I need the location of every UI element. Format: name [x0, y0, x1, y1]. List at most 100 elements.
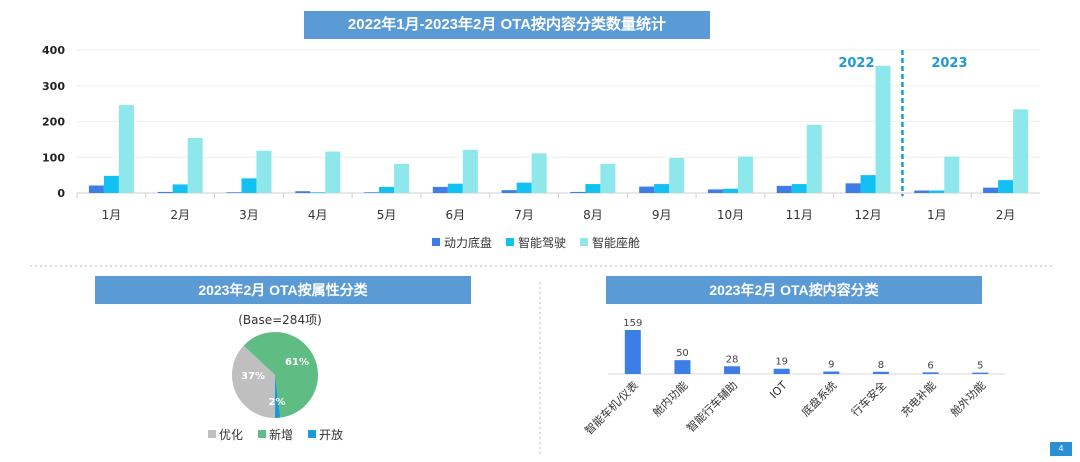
- bar-智能座舱: [394, 164, 410, 193]
- monthly-ota-chart: 0 100 200 300 400 1月 2月 3月 4月 5月 6月 7月 8月 9月 10月 11月 12月…: [42, 44, 1040, 250]
- data-label: 50: [676, 348, 689, 359]
- x-tick-label: 2月: [170, 208, 190, 222]
- bar-智能座舱: [600, 164, 616, 193]
- bar-动力底盘: [157, 191, 173, 193]
- legend-swatch: [208, 430, 216, 438]
- bar-动力底盘: [364, 192, 380, 193]
- pie-label: 61%: [285, 357, 309, 368]
- pie-chart-title: 2023年2月 OTA按属性分类: [95, 276, 471, 304]
- bar-动力底盘: [639, 186, 655, 193]
- bar-智能座舱: [256, 150, 272, 193]
- legend-swatch: [258, 430, 266, 438]
- pie-slice-优化: [232, 345, 275, 418]
- bar-智能驾驶: [585, 184, 601, 193]
- x-tick-label: 智能车机/仪表: [582, 378, 641, 437]
- bar: [724, 366, 741, 374]
- bar: [922, 372, 939, 374]
- y-tick-label: 400: [42, 44, 65, 57]
- bar-动力底盘: [914, 190, 930, 193]
- x-tick-label: 9月: [652, 208, 672, 222]
- x-tick-label: 7月: [514, 208, 534, 222]
- bar-动力底盘: [88, 185, 104, 193]
- pie-label: 37%: [241, 371, 265, 382]
- legend-label: 智能驾驶: [518, 235, 566, 250]
- bar-动力底盘: [501, 190, 517, 193]
- bar-动力底盘: [707, 189, 723, 193]
- x-tick-label: 底盘系统: [798, 378, 839, 419]
- legend-swatch: [308, 430, 316, 438]
- bar: [823, 371, 840, 374]
- attribute-pie-chart: 37% 61% 2% 优化 新增 开放: [208, 332, 343, 442]
- content-category-chart: 159 智能车机/仪表 50 舱内功能 28 智能行车辅助 19 IOT 9 底盘系统 8 行车安全 6…: [582, 318, 1005, 437]
- bar-智能座舱: [462, 149, 478, 193]
- bar-动力底盘: [295, 191, 311, 193]
- x-tick-label: 行车安全: [848, 378, 889, 419]
- bar-智能座舱: [531, 153, 547, 193]
- bar-智能驾驶: [791, 184, 807, 193]
- y-tick-label: 300: [42, 80, 65, 93]
- bar-动力底盘: [845, 183, 861, 193]
- page-number: 4: [1050, 442, 1072, 456]
- y-tick-label: 100: [42, 151, 65, 164]
- year-label-2022: 2022: [838, 56, 874, 71]
- x-tick-label: 10月: [717, 208, 744, 222]
- bar: [674, 360, 691, 374]
- x-tick-label: 1月: [927, 208, 947, 222]
- pie-subtitle: (Base=284项): [238, 313, 322, 327]
- bar-智能驾驶: [241, 178, 257, 193]
- data-label: 5: [977, 361, 983, 372]
- main-chart-title: 2022年1月-2023年2月 OTA按内容分类数量统计: [304, 11, 710, 39]
- x-tick-label: 12月: [854, 208, 881, 222]
- bar-智能驾驶: [998, 180, 1014, 193]
- bar-动力底盘: [432, 186, 448, 193]
- pie-slice-开放: [275, 375, 281, 418]
- x-tick-label: 4月: [308, 208, 328, 222]
- y-tick-label: 200: [42, 116, 65, 129]
- bar-智能驾驶: [860, 175, 876, 193]
- x-tick-label: 11月: [786, 208, 813, 222]
- legend-label: 优化: [219, 428, 243, 442]
- x-tick-label: 6月: [446, 208, 466, 222]
- bar-智能座舱: [1013, 109, 1029, 193]
- legend-label: 开放: [319, 427, 343, 442]
- bar-智能驾驶: [172, 184, 188, 193]
- bar-智能座舱: [737, 156, 753, 193]
- legend-label: 智能座舱: [592, 235, 640, 250]
- data-label: 6: [927, 360, 933, 371]
- bar-动力底盘: [570, 191, 586, 193]
- bar: [872, 371, 889, 374]
- data-label: 19: [775, 357, 788, 368]
- bar: [972, 372, 989, 374]
- x-tick-label: 1月: [102, 208, 122, 222]
- bar-智能驾驶: [310, 192, 326, 193]
- bar-智能驾驶: [103, 175, 119, 193]
- bar-智能驾驶: [654, 184, 670, 193]
- y-tick-label: 0: [57, 187, 65, 200]
- x-tick-label: IOT: [767, 379, 790, 402]
- legend-swatch: [432, 238, 440, 246]
- legend-label: 动力底盘: [444, 235, 492, 250]
- bar-智能驾驶: [447, 183, 463, 193]
- bar-智能座舱: [806, 124, 822, 193]
- data-label: 8: [878, 360, 884, 371]
- year-label-2023: 2023: [931, 56, 967, 71]
- bar-智能座舱: [325, 151, 341, 193]
- x-tick-label: 2月: [996, 208, 1016, 222]
- content-chart-title: 2023年2月 OTA按内容分类: [606, 276, 982, 304]
- bar-动力底盘: [776, 185, 792, 193]
- legend-swatch: [580, 238, 588, 246]
- bar-智能驾驶: [516, 182, 532, 193]
- bar-智能座舱: [944, 156, 960, 193]
- x-tick-label: 舱内功能: [650, 378, 691, 419]
- bar-智能座舱: [875, 65, 891, 193]
- x-tick-label: 5月: [377, 208, 397, 222]
- bar-智能座舱: [118, 105, 134, 193]
- data-label: 159: [623, 318, 642, 329]
- bar-智能驾驶: [929, 190, 945, 193]
- x-tick-label: 充电补能: [898, 378, 939, 419]
- data-label: 28: [726, 354, 739, 365]
- pie-label: 2%: [269, 397, 286, 408]
- bar-动力底盘: [983, 187, 999, 193]
- x-tick-label: 舱外功能: [947, 378, 988, 419]
- x-tick-label: 智能行车辅助: [684, 378, 741, 435]
